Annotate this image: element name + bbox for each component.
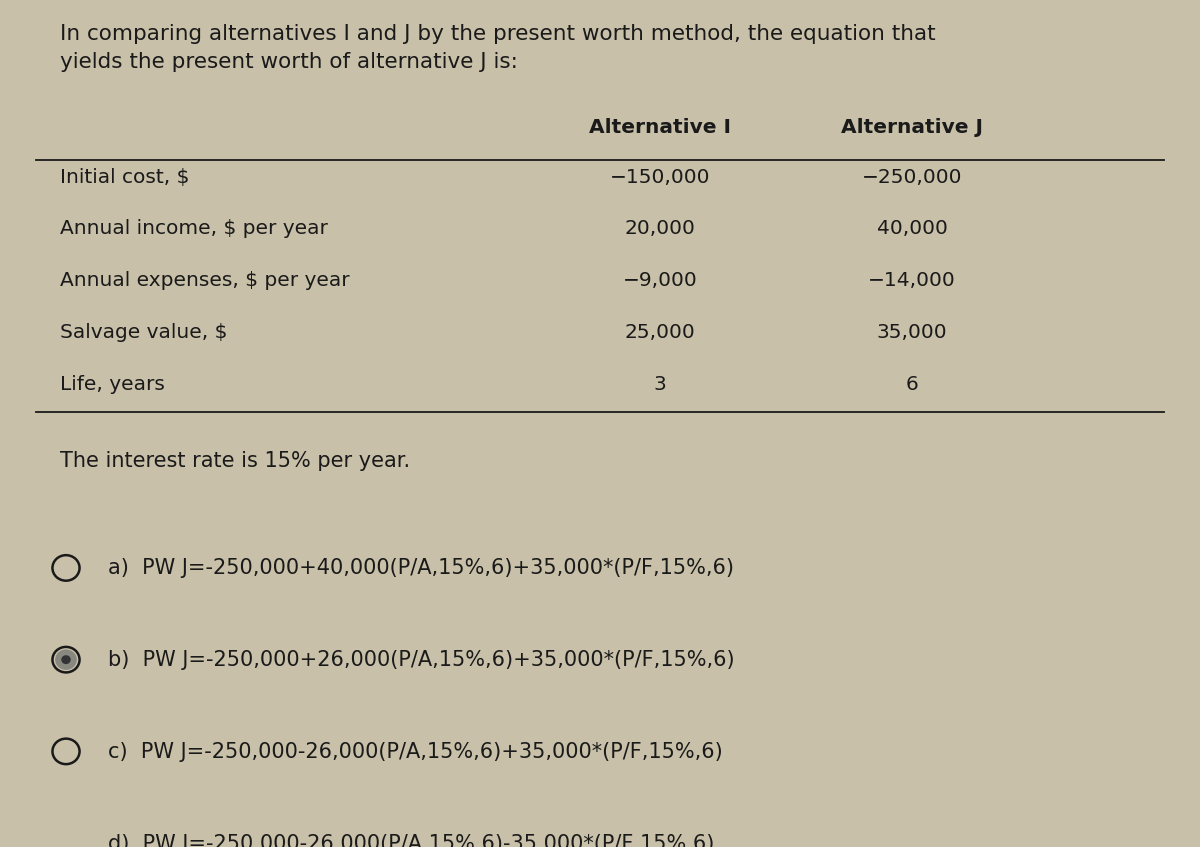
Ellipse shape [61,656,71,664]
Text: Salvage value, $: Salvage value, $ [60,323,227,342]
Text: Initial cost, $: Initial cost, $ [60,168,190,186]
Text: d)  PW J=-250,000-26,000(P/A,15%,6)-35,000*(P/F,15%,6): d) PW J=-250,000-26,000(P/A,15%,6)-35,00… [108,833,714,847]
Text: a)  PW J=-250,000+40,000(P/A,15%,6)+35,000*(P/F,15%,6): a) PW J=-250,000+40,000(P/A,15%,6)+35,00… [108,558,734,579]
Text: 3: 3 [654,375,666,394]
Text: b)  PW J=-250,000+26,000(P/A,15%,6)+35,000*(P/F,15%,6): b) PW J=-250,000+26,000(P/A,15%,6)+35,00… [108,650,734,670]
Text: Annual expenses, $ per year: Annual expenses, $ per year [60,271,349,291]
Text: The interest rate is 15% per year.: The interest rate is 15% per year. [60,451,410,471]
Text: 6: 6 [906,375,918,394]
Text: c)  PW J=-250,000-26,000(P/A,15%,6)+35,000*(P/F,15%,6): c) PW J=-250,000-26,000(P/A,15%,6)+35,00… [108,742,722,761]
Text: Alternative J: Alternative J [841,119,983,137]
Text: −250,000: −250,000 [862,168,962,186]
Text: In comparing alternatives I and J by the present worth method, the equation that: In comparing alternatives I and J by the… [60,24,936,72]
Text: 35,000: 35,000 [877,323,947,342]
Text: −9,000: −9,000 [623,271,697,291]
Text: Life, years: Life, years [60,375,164,394]
Text: Annual income, $ per year: Annual income, $ per year [60,219,328,238]
Text: Alternative I: Alternative I [589,119,731,137]
Text: 40,000: 40,000 [876,219,948,238]
Text: 25,000: 25,000 [625,323,695,342]
Text: −14,000: −14,000 [868,271,956,291]
Text: −150,000: −150,000 [610,168,710,186]
Ellipse shape [55,650,77,670]
Text: 20,000: 20,000 [624,219,696,238]
